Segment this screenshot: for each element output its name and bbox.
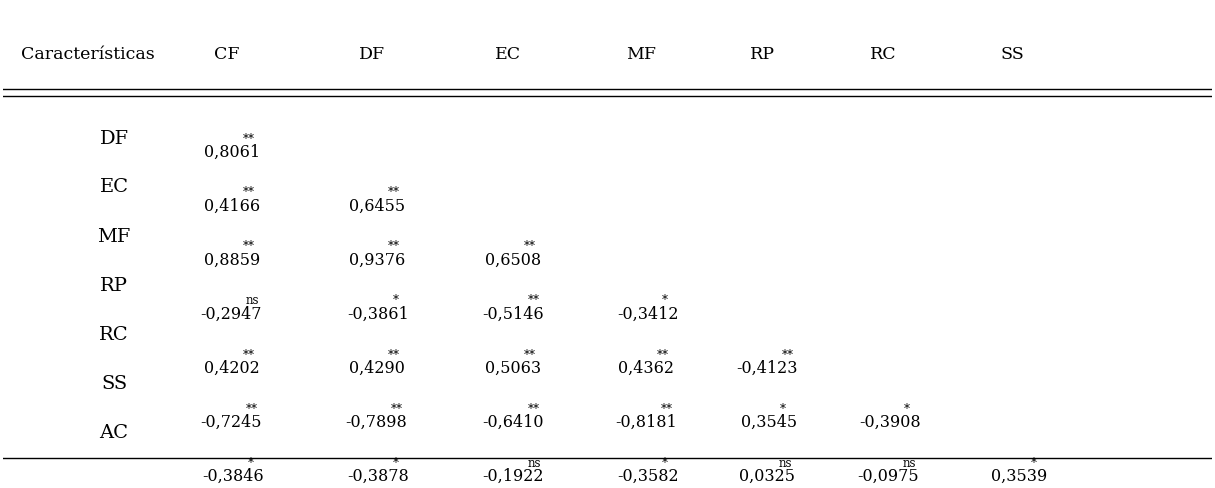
Text: **: ** xyxy=(661,403,672,416)
Text: 0,4166: 0,4166 xyxy=(204,198,260,214)
Text: RP: RP xyxy=(100,277,128,295)
Text: -0,8181: -0,8181 xyxy=(615,414,677,431)
Text: 0,3539: 0,3539 xyxy=(991,468,1047,485)
Text: 0,4362: 0,4362 xyxy=(618,360,674,377)
Text: **: ** xyxy=(527,403,539,416)
Text: DF: DF xyxy=(100,130,129,148)
Text: *: * xyxy=(1030,457,1036,470)
Text: Características: Características xyxy=(21,46,154,63)
Text: -0,5146: -0,5146 xyxy=(482,305,544,323)
Text: MF: MF xyxy=(97,228,131,245)
Text: *: * xyxy=(780,403,786,416)
Text: **: ** xyxy=(243,348,254,362)
Text: -0,3846: -0,3846 xyxy=(202,468,264,485)
Text: RP: RP xyxy=(750,46,775,63)
Text: **: ** xyxy=(527,294,539,307)
Text: -0,0975: -0,0975 xyxy=(857,468,919,485)
Text: *: * xyxy=(248,457,254,470)
Text: 0,8061: 0,8061 xyxy=(204,144,260,161)
Text: CF: CF xyxy=(214,46,239,63)
Text: *: * xyxy=(662,457,668,470)
Text: 0,4202: 0,4202 xyxy=(204,360,259,377)
Text: -0,6410: -0,6410 xyxy=(482,414,543,431)
Text: MF: MF xyxy=(627,46,656,63)
Text: ns: ns xyxy=(778,457,792,470)
Text: **: ** xyxy=(243,240,254,253)
Text: EC: EC xyxy=(496,46,521,63)
Text: **: ** xyxy=(245,403,258,416)
Text: **: ** xyxy=(391,403,402,416)
Text: -0,2947: -0,2947 xyxy=(200,305,262,323)
Text: AC: AC xyxy=(100,425,129,443)
Text: -0,7898: -0,7898 xyxy=(345,414,407,431)
Text: **: ** xyxy=(388,186,400,199)
Text: -0,3412: -0,3412 xyxy=(617,305,678,323)
Text: *: * xyxy=(392,294,399,307)
Text: RC: RC xyxy=(100,326,129,344)
Text: DF: DF xyxy=(358,46,385,63)
Text: **: ** xyxy=(388,348,400,362)
Text: *: * xyxy=(662,294,668,307)
Text: EC: EC xyxy=(100,179,129,197)
Text: -0,1922: -0,1922 xyxy=(482,468,543,485)
Text: 0,5063: 0,5063 xyxy=(485,360,542,377)
Text: SS: SS xyxy=(101,375,128,393)
Text: **: ** xyxy=(524,240,536,253)
Text: 0,6508: 0,6508 xyxy=(485,251,542,268)
Text: 0,8859: 0,8859 xyxy=(204,251,260,268)
Text: **: ** xyxy=(243,186,254,199)
Text: -0,3908: -0,3908 xyxy=(859,414,921,431)
Text: ns: ns xyxy=(903,457,916,470)
Text: -0,3861: -0,3861 xyxy=(347,305,409,323)
Text: 0,0325: 0,0325 xyxy=(740,468,796,485)
Text: *: * xyxy=(392,457,399,470)
Text: **: ** xyxy=(388,240,400,253)
Text: **: ** xyxy=(657,348,669,362)
Text: RC: RC xyxy=(870,46,897,63)
Text: ns: ns xyxy=(245,294,259,307)
Text: *: * xyxy=(904,403,910,416)
Text: 0,6455: 0,6455 xyxy=(349,198,405,214)
Text: **: ** xyxy=(243,133,254,145)
Text: -0,4123: -0,4123 xyxy=(736,360,797,377)
Text: **: ** xyxy=(781,348,793,362)
Text: 0,4290: 0,4290 xyxy=(349,360,405,377)
Text: -0,3582: -0,3582 xyxy=(617,468,678,485)
Text: **: ** xyxy=(524,348,536,362)
Text: 0,9376: 0,9376 xyxy=(349,251,405,268)
Text: ns: ns xyxy=(527,457,541,470)
Text: 0,3545: 0,3545 xyxy=(741,414,797,431)
Text: -0,3878: -0,3878 xyxy=(347,468,409,485)
Text: -0,7245: -0,7245 xyxy=(200,414,262,431)
Text: SS: SS xyxy=(1001,46,1024,63)
